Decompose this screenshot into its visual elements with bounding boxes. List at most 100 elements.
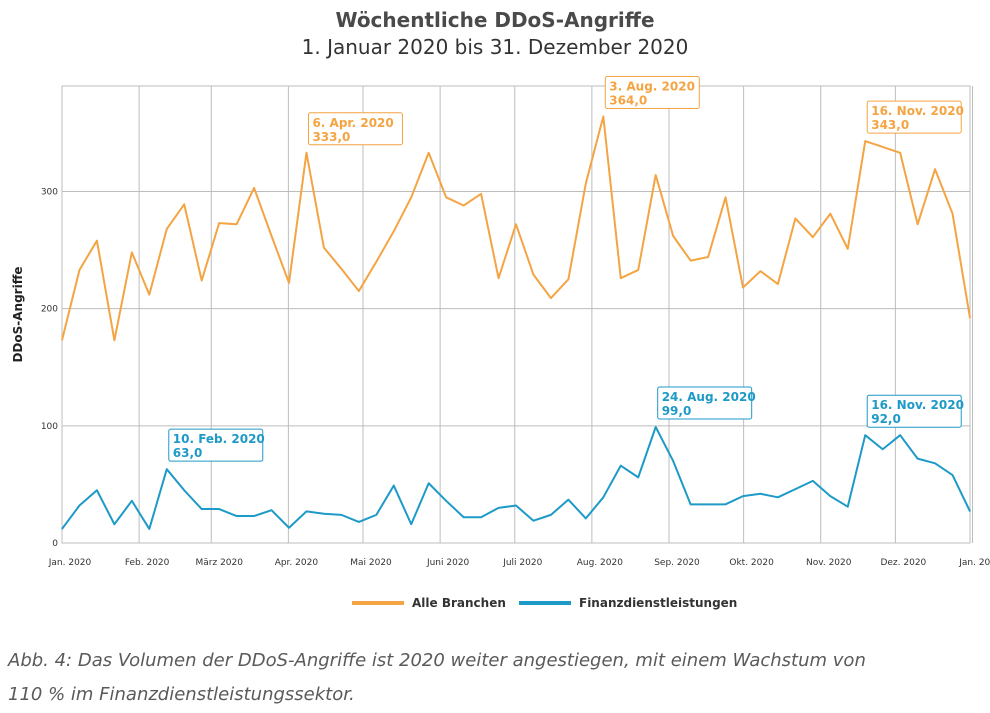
chart-title: Wöchentliche DDoS-Angriffe [335, 8, 655, 32]
annotation-box [307, 112, 403, 146]
data-point [829, 213, 831, 215]
annotation-value: 63,0 [173, 446, 203, 460]
data-point [567, 278, 569, 280]
data-point [969, 510, 971, 512]
y-tick-label: 300 [41, 187, 58, 197]
x-tick-label: Dez. 2020 [880, 558, 926, 568]
data-point [917, 223, 919, 225]
x-tick-label: Apr. 2020 [275, 558, 319, 568]
data-point [498, 277, 500, 279]
data-point [812, 480, 814, 482]
data-point [375, 261, 377, 263]
data-point [655, 174, 657, 176]
annotation-box [866, 100, 962, 134]
x-tick-label: Jan. 2021 [958, 558, 990, 568]
data-point [445, 500, 447, 502]
data-point [218, 508, 220, 510]
data-point [78, 269, 80, 271]
data-point [340, 514, 342, 516]
data-point [113, 339, 115, 341]
data-point [585, 517, 587, 519]
data-point [934, 462, 936, 464]
data-point [323, 247, 325, 249]
data-point [602, 496, 604, 498]
annotation-value: 343,0 [871, 118, 909, 132]
x-tick-label: Feb. 2020 [125, 558, 170, 568]
x-tick-label: Mai 2020 [350, 558, 392, 568]
data-point [707, 256, 709, 258]
data-point [131, 251, 133, 253]
data-point [969, 317, 971, 319]
data-point [463, 205, 465, 207]
data-point [271, 235, 273, 237]
data-point [61, 339, 63, 341]
data-point [777, 283, 779, 285]
data-point [323, 513, 325, 515]
annotation-value: 99,0 [662, 404, 692, 418]
data-point [532, 520, 534, 522]
data-point [218, 222, 220, 224]
data-point [201, 508, 203, 510]
x-tick-label: März 2020 [196, 558, 244, 568]
data-point [882, 448, 884, 450]
data-point [532, 274, 534, 276]
data-point [515, 223, 517, 225]
data-point [864, 140, 866, 142]
data-point [672, 460, 674, 462]
x-tick-label: Juli 2020 [502, 558, 542, 568]
data-point [96, 240, 98, 242]
data-point [236, 515, 238, 517]
data-point [707, 503, 709, 505]
data-point [917, 458, 919, 460]
data-point [463, 516, 465, 518]
data-point [742, 287, 744, 289]
x-tick-label: Sep. 2020 [654, 558, 700, 568]
data-point [777, 496, 779, 498]
data-point [428, 482, 430, 484]
data-point [340, 268, 342, 270]
caption-line-2: 110 % im Finanzdienstleistungssektor. [8, 684, 355, 705]
data-point [515, 505, 517, 507]
data-point [620, 465, 622, 467]
data-point [131, 500, 133, 502]
legend-label-alle-branchen: Alle Branchen [412, 596, 506, 610]
data-point [410, 523, 412, 525]
data-point [236, 223, 238, 225]
data-point [358, 290, 360, 292]
data-point [847, 248, 849, 250]
data-point [480, 193, 482, 195]
annotation-date: 3. Aug. 2020 [609, 79, 695, 93]
data-point [271, 509, 273, 511]
annotation-box [604, 75, 700, 109]
data-point [847, 506, 849, 508]
y-tick-label: 200 [41, 305, 58, 315]
data-point [445, 196, 447, 198]
data-point [148, 528, 150, 530]
data-point [567, 499, 569, 501]
annotation-date: 6. Apr. 2020 [312, 116, 393, 130]
annotation-box [168, 428, 264, 462]
data-point [96, 489, 98, 491]
data-point [410, 196, 412, 198]
data-point [864, 434, 866, 436]
data-point [899, 434, 901, 436]
data-point [288, 527, 290, 529]
data-point [288, 282, 290, 284]
data-point [672, 235, 674, 237]
annotation-box [657, 386, 753, 420]
figure-caption: Abb. 4: Das Volumen der DDoS-Angriffe is… [8, 644, 968, 712]
data-point [253, 187, 255, 189]
data-point [148, 294, 150, 296]
plot-frame [61, 85, 971, 544]
data-point [742, 495, 744, 497]
x-tick-label: Okt. 2020 [729, 558, 774, 568]
data-point [794, 217, 796, 219]
data-point [655, 426, 657, 428]
data-point [498, 507, 500, 509]
data-point [305, 152, 307, 154]
y-tick-label: 100 [41, 422, 58, 432]
data-point [166, 228, 168, 230]
data-point [358, 521, 360, 523]
data-point [725, 503, 727, 505]
y-axis-label: DDoS-Angriffe [11, 266, 25, 362]
